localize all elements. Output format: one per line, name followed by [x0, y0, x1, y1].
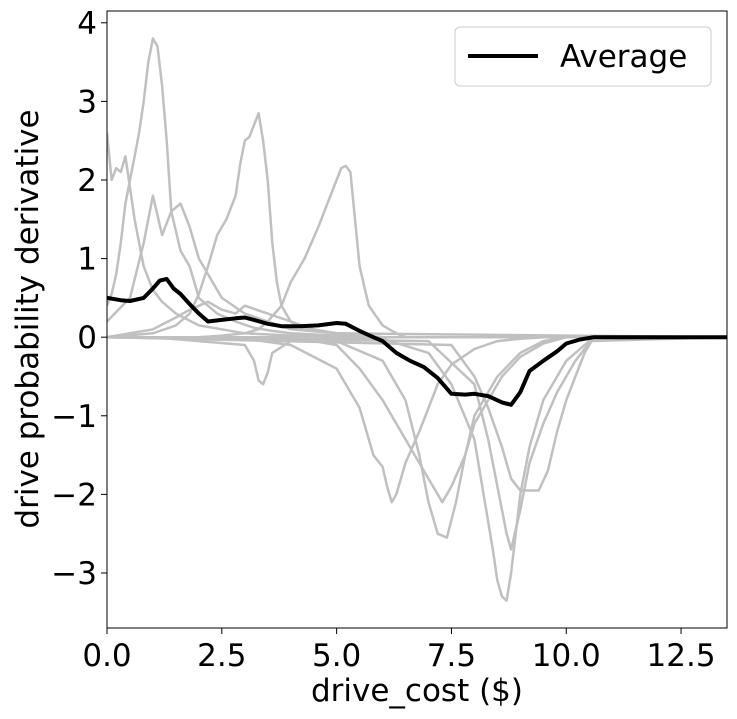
model-line-13: [107, 335, 727, 492]
legend-average-label: Average: [560, 39, 687, 75]
y-tick-label: −1: [51, 399, 97, 435]
model-line-5: [107, 164, 727, 339]
model-lines: [107, 37, 727, 602]
y-tick-label: 2: [77, 163, 97, 199]
x-axis-label: drive_cost ($): [311, 673, 523, 709]
x-axis-ticks: 0.0 2.5 5.0 7.5 10.0 12.5: [82, 628, 716, 674]
model-line-10: [107, 335, 727, 539]
y-tick-label: −3: [51, 556, 97, 592]
model-line-1: [107, 37, 727, 339]
x-tick-label: 2.5: [197, 638, 246, 674]
y-axis-ticks: 4 3 2 1 0 −1 −2 −3: [51, 6, 107, 592]
x-tick-label: 10.0: [532, 638, 601, 674]
average-line: [107, 277, 727, 407]
y-tick-label: 1: [77, 242, 97, 278]
model-line-9: [107, 335, 727, 504]
model-line-8: [107, 335, 727, 504]
y-tick-label: 0: [77, 320, 97, 356]
model-line-6: [107, 300, 727, 339]
plot-frame: [106, 10, 728, 629]
legend: Average: [454, 26, 712, 87]
y-tick-label: −2: [51, 477, 97, 513]
x-tick-label: 5.0: [312, 638, 361, 674]
y-axis-label: drive probability derivative: [10, 109, 46, 528]
legend-box: [454, 26, 712, 87]
x-tick-label: 0.0: [82, 638, 131, 674]
axes: [106, 10, 728, 629]
model-line-4: [107, 111, 727, 339]
x-tick-label: 7.5: [427, 638, 476, 674]
y-tick-label: 4: [77, 6, 97, 42]
x-tick-label: 12.5: [647, 638, 716, 674]
average-line-group: [107, 277, 727, 407]
model-line-11: [107, 335, 727, 602]
y-tick-label: 3: [77, 84, 97, 120]
